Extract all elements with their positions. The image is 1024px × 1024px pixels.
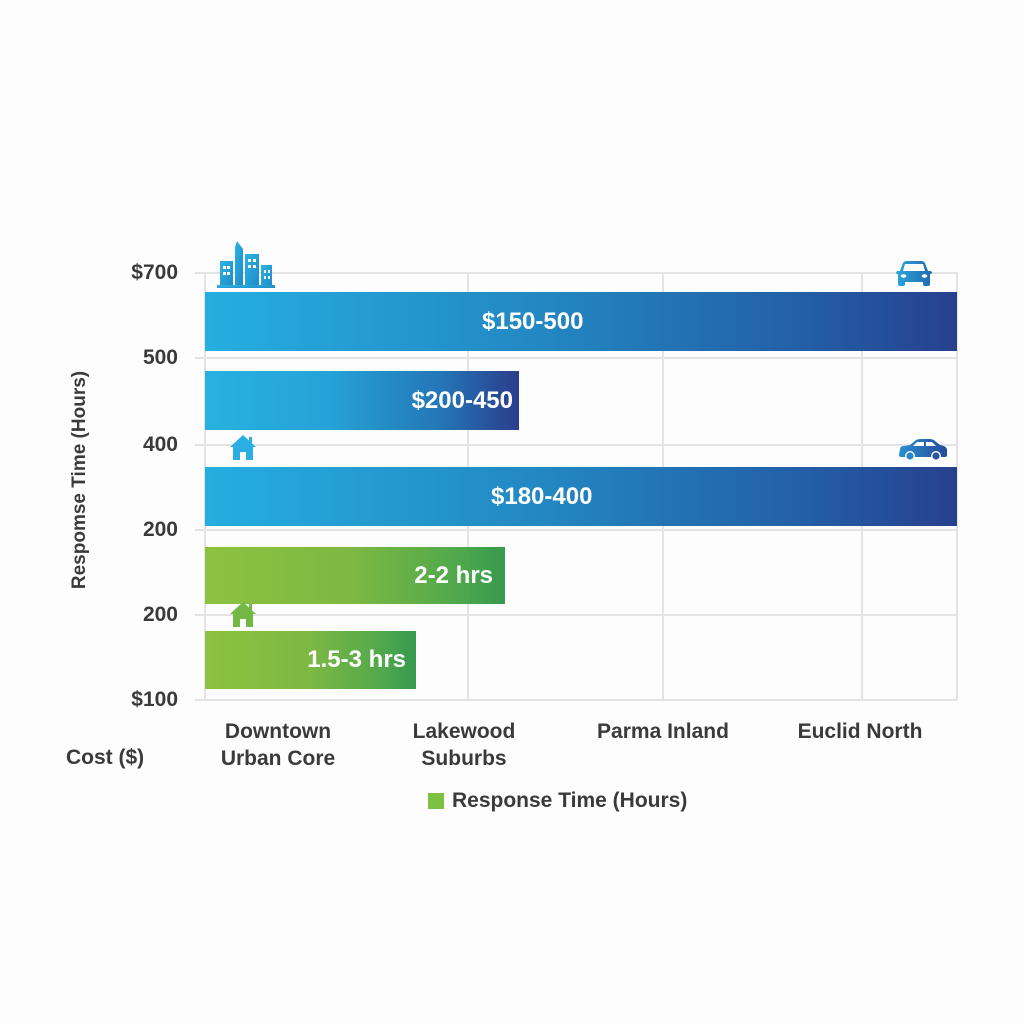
car-front-icon (896, 261, 932, 286)
bar-value-label: 2-2 hrs (414, 561, 493, 589)
gridline-h (195, 444, 957, 446)
legend-label: Response Time (Hours) (452, 789, 688, 812)
y-tick-label: 400 (142, 433, 178, 456)
y-axis-title: Respomse Time (Hours) (69, 370, 90, 590)
x-tick-label: Euclid North (797, 720, 923, 743)
car-side-icon (899, 439, 947, 461)
x-axis-title: Cost ($) (66, 746, 145, 769)
gridline-h (195, 357, 957, 359)
legend-swatch (428, 793, 444, 809)
bar-value-label: $150-500 (482, 307, 584, 335)
gridline-v (956, 272, 958, 700)
bar-response-2: 1.5-3 hrs (205, 631, 416, 689)
bar-cost-3: $180-400 (205, 467, 957, 526)
house-icon (230, 602, 256, 627)
bar-value-label: $180-400 (491, 482, 593, 510)
bar-value-label: 1.5-3 hrs (307, 646, 406, 673)
legend: Response Time (Hours) (428, 789, 687, 813)
gridline-h (195, 272, 957, 274)
bar-cost-2: $200-450 (205, 371, 519, 430)
x-tick-label: Lakewood Suburbs (412, 720, 516, 770)
gridline-h (195, 699, 957, 701)
bar-response-1: 2-2 hrs (205, 547, 505, 604)
y-tick-label: 200 (142, 518, 178, 541)
x-tick-label: Downtown Urban Core (220, 720, 336, 770)
gridline-h (195, 614, 957, 616)
bar-value-label: $200-450 (411, 386, 513, 414)
bar-cost-1: $150-500 (205, 292, 957, 351)
gridline-h (195, 529, 957, 531)
y-tick-label: 200 (142, 603, 178, 626)
x-tick-label: Parma Inland (597, 720, 729, 743)
y-tick-label: 500 (142, 346, 178, 369)
city-buildings-icon (217, 241, 275, 288)
y-tick-label: $100 (131, 688, 178, 711)
y-tick-label: $700 (131, 261, 178, 284)
house-icon (230, 435, 256, 460)
